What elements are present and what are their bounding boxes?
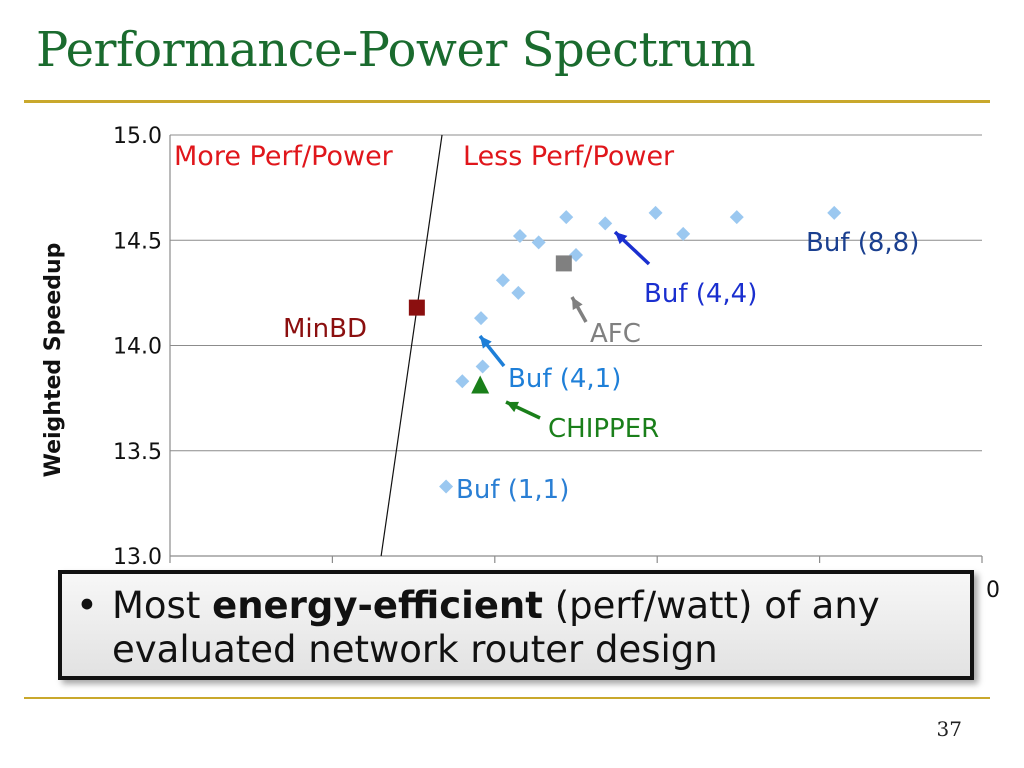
data-point-diamond	[455, 374, 470, 389]
data-point-diamond	[531, 235, 546, 250]
data-point-chipper	[471, 375, 490, 394]
data-point-diamond	[473, 311, 488, 326]
callout-text-start: Most	[112, 584, 213, 627]
annotation-label: MinBD	[283, 314, 367, 344]
y-tick-labels: 13.0 13.5 14.0 14.5 15.0	[113, 124, 162, 570]
data-point-diamond	[511, 285, 526, 300]
data-point-diamond	[569, 247, 583, 262]
y-tick-label: 15.0	[113, 124, 162, 149]
data-point-diamond	[729, 210, 744, 225]
bullet-point: •	[76, 584, 98, 627]
footer-divider	[24, 697, 990, 699]
x-tick-label-partial: 0	[986, 578, 1000, 603]
data-point-diamond	[475, 359, 490, 374]
annotation-label: AFC	[590, 319, 641, 349]
annotation-label: Buf (4,4)	[644, 279, 757, 309]
chart-gridlines	[170, 134, 982, 557]
title-divider	[24, 100, 990, 103]
data-point-diamond	[648, 205, 663, 220]
data-point-diamond	[439, 479, 454, 494]
slide-title: Performance-Power Spectrum	[36, 22, 756, 78]
chart-axes	[169, 135, 983, 563]
callout-box: • Most energy-efficient (perf/watt) of an…	[58, 570, 974, 680]
y-tick-label: 14.5	[113, 229, 162, 254]
annotation-label: CHIPPER	[548, 414, 659, 444]
data-point-afc	[555, 255, 572, 272]
region-label-left: More Perf/Power	[174, 141, 394, 172]
efficiency-divider-line	[380, 134, 443, 557]
divider-line	[380, 134, 443, 557]
data-point-diamond	[512, 229, 527, 244]
data-points	[408, 205, 842, 494]
annotation-label: Buf (4,1)	[508, 364, 621, 394]
data-point-minbd	[408, 299, 425, 316]
y-tick-label: 14.0	[113, 335, 162, 360]
data-point-diamond	[827, 205, 842, 220]
y-axis-label: Weighted Speedup	[41, 243, 66, 478]
data-point-diamond	[598, 216, 613, 231]
y-tick-label: 13.5	[113, 440, 162, 465]
region-label-right: Less Perf/Power	[463, 141, 675, 172]
annotation-arrow-head	[480, 336, 492, 349]
annotation-label: Buf (1,1)	[456, 475, 569, 505]
slide-number: 37	[936, 717, 962, 741]
y-tick-label: 13.0	[113, 545, 162, 570]
callout-text-bold: energy-efficient	[212, 584, 543, 627]
data-point-diamond	[559, 210, 574, 225]
annotation-arrow-head	[506, 401, 519, 413]
annotation-arrow-head	[615, 232, 628, 245]
callout-text-end: (perf/watt) of any evaluated network rou…	[112, 584, 880, 671]
annotation-label: Buf (8,8)	[806, 228, 919, 258]
callout-text: • Most energy-efficient (perf/watt) of an…	[76, 584, 960, 672]
data-point-diamond	[676, 226, 691, 241]
annotation-arrow-head	[572, 297, 583, 310]
data-point-diamond	[495, 273, 510, 288]
